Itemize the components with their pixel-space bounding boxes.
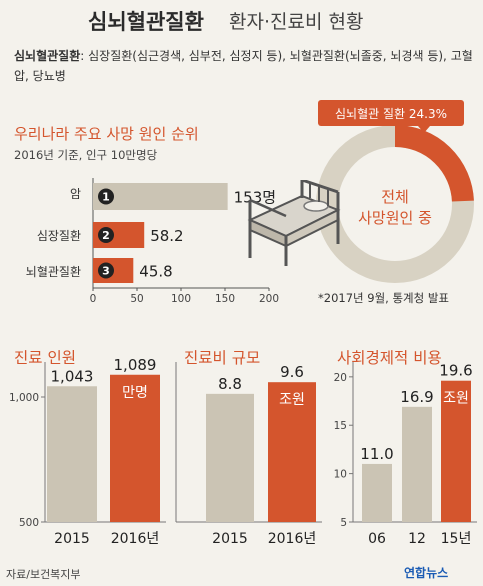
unit-label: 만명	[122, 385, 148, 401]
x-tick-label: 50	[130, 293, 143, 305]
callout-text: 심뇌혈관 질환 24.3%	[335, 107, 447, 121]
source-text: 자료/보건복지부	[6, 568, 81, 581]
y-tick-label: 5	[340, 517, 347, 529]
category-label: 15년	[441, 531, 472, 547]
patients-title: 진료 인원	[14, 349, 76, 367]
data-label: 1,043	[51, 367, 94, 385]
category-label-cerebrovascular: 뇌혈관질환	[25, 265, 81, 279]
category-label-heart: 심장질환	[36, 229, 81, 243]
callout-pointer	[418, 126, 430, 133]
bar-06	[362, 463, 392, 522]
category-label: 06	[368, 531, 386, 547]
x-tick-label: 150	[215, 293, 235, 305]
death-cause-subtitle: 2016년 기준, 인구 10만명당	[14, 148, 158, 162]
data-label: 1,089	[114, 356, 157, 374]
rank-badge	[98, 188, 114, 205]
definition-term: 심뇌혈관질환	[14, 49, 81, 63]
page-title: 심뇌혈관질환	[88, 10, 204, 34]
data-label: 19.6	[439, 362, 472, 380]
definition-text: 심뇌혈관질환: 심장질환(심근경색, 심부전, 심정지 등), 뇌혈관질환(뇌졸…	[14, 46, 474, 86]
bar-12	[402, 406, 432, 522]
bar-2015	[47, 386, 97, 522]
bar-15년	[441, 380, 471, 522]
data-label: 8.8	[218, 375, 242, 393]
data-label: 45.8	[139, 263, 172, 281]
footnote: *2017년 9월, 통계청 발표	[318, 291, 450, 305]
x-tick-label: 0	[90, 293, 97, 305]
bar-2015	[206, 393, 254, 522]
category-label: 2016년	[268, 531, 317, 547]
bar-2016년	[110, 374, 160, 522]
rank-badge	[98, 227, 114, 243]
rank-number: 1	[102, 191, 110, 204]
data-label: 58.2	[150, 227, 183, 245]
y-tick-label: 20	[334, 372, 347, 384]
category-label: 2015	[54, 531, 90, 547]
donut-center-line2: 사망원인 중	[358, 209, 432, 227]
data-label: 153명	[234, 189, 276, 207]
rank-badge	[98, 262, 114, 279]
y-tick-label: 15	[334, 420, 347, 432]
y-tick-label: 1,000	[9, 392, 39, 404]
data-label: 9.6	[280, 363, 304, 381]
hospital-bed-icon	[247, 180, 341, 266]
x-tick-label: 200	[259, 293, 279, 305]
rank-number: 3	[102, 265, 110, 278]
category-label-cancer: 암	[69, 187, 81, 201]
unit-label: 조원	[443, 391, 469, 407]
category-label: 2015	[212, 531, 248, 547]
category-label: 2016년	[111, 531, 160, 547]
y-tick-label: 500	[19, 517, 39, 529]
death-cause-title: 우리나라 주요 사망 원인 순위	[14, 125, 199, 143]
data-label: 16.9	[400, 388, 433, 406]
donut-callout: 심뇌혈관 질환 24.3%	[318, 100, 464, 133]
donut-center-line1: 전체	[381, 188, 409, 206]
data-label: 11.0	[360, 445, 393, 463]
page-title-rest: 환자·진료비 현황	[229, 11, 364, 33]
rank-number: 2	[102, 229, 110, 242]
bar-0	[93, 183, 228, 210]
category-label: 12	[408, 531, 426, 547]
unit-label: 조원	[279, 392, 305, 408]
socioeconomic-title: 사회경제적 비용	[337, 349, 442, 367]
yonhap-logo: 연합뉴스	[404, 566, 449, 580]
definition-body: : 심장질환(심근경색, 심부전, 심정지 등), 뇌혈관질환(뇌졸중, 뇌경색…	[14, 49, 473, 83]
x-tick-label: 100	[171, 293, 191, 305]
callout-box	[318, 100, 464, 126]
y-tick-label: 10	[334, 469, 347, 481]
bar-2016년	[268, 382, 316, 522]
cost-title: 진료비 규모	[184, 349, 261, 367]
donut-highlight-slice	[316, 125, 474, 283]
